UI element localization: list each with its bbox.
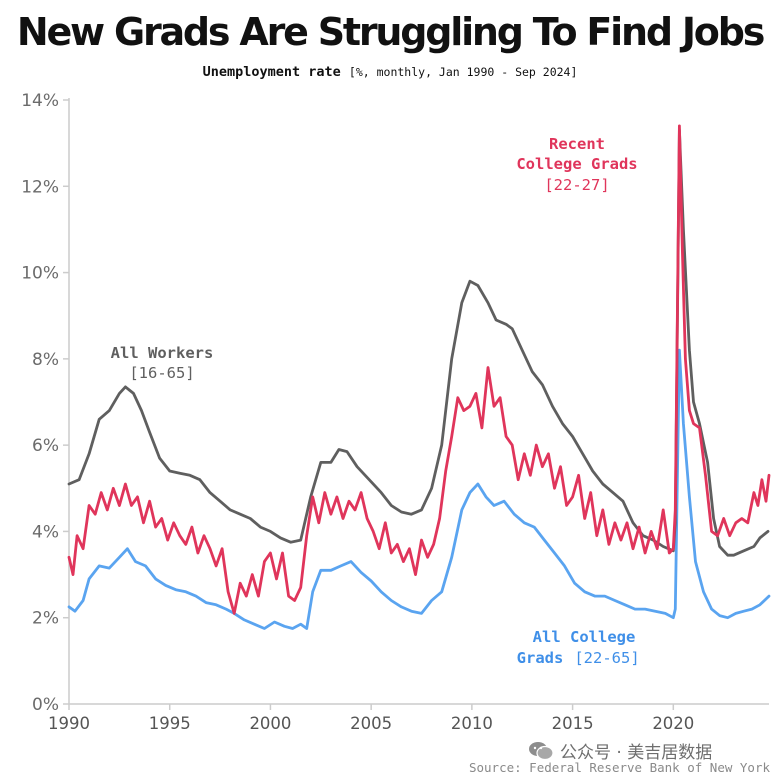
y-tick-label: 8% — [32, 350, 59, 370]
watermark-text: 公众号 · 美吉居数据 — [560, 743, 713, 763]
recent-grads-line — [67, 124, 771, 615]
recent-grads-label-line2: College Grads — [516, 155, 637, 173]
x-tick-label: 2000 — [249, 714, 291, 733]
x-tick-label: 2020 — [652, 714, 694, 733]
watermark: 公众号 · 美吉居数据 — [528, 738, 712, 763]
recent-grads-label-line1: Recent — [549, 135, 605, 153]
chart-title: New Grads Are Struggling To Find Jobs — [16, 10, 765, 54]
x-tick-label: 2015 — [552, 714, 594, 733]
all-workers-label-line1: All Workers — [111, 344, 214, 362]
college-grads-label-line2: Grads — [517, 649, 564, 667]
x-tick-label: 1995 — [149, 714, 191, 733]
x-tick-label: 1990 — [48, 714, 90, 733]
y-tick-label: 6% — [32, 436, 59, 456]
y-tick-label: 2% — [32, 609, 59, 629]
recent-grads-label-line3: [22-27] — [544, 176, 609, 194]
all-workers-line — [67, 128, 770, 557]
source-note: Source: Federal Reserve Bank of New York — [468, 760, 770, 775]
subtitle-main: Unemployment rate — [202, 64, 341, 80]
all-college-grads-line — [67, 348, 771, 630]
y-tick-label: 14% — [21, 91, 59, 111]
series-annotations: All Workers [16-65] Recent College Grads… — [111, 135, 640, 667]
subtitle-detail: [%, monthly, Jan 1990 - Sep 2024] — [348, 65, 578, 79]
axes: 0% 2% 4% 6% 8% 10% 12% 14% 1990 1995 2000 2005 2010 2… — [21, 91, 769, 733]
wechat-icon — [529, 741, 554, 760]
college-grads-label-line2b: [22-65] — [574, 649, 639, 667]
x-tick-label: 2005 — [350, 714, 392, 733]
series-layer — [67, 124, 771, 630]
all-workers-label-line2: [16-65] — [129, 364, 194, 382]
y-tick-label: 4% — [32, 522, 59, 542]
y-tick-label: 0% — [32, 695, 59, 715]
college-grads-label-line1: All College — [533, 628, 636, 646]
y-tick-label: 12% — [21, 177, 59, 197]
x-tick-label: 2010 — [451, 714, 493, 733]
y-tick-label: 10% — [21, 264, 59, 284]
chart-subtitle: Unemployment rate [%, monthly, Jan 1990 … — [0, 64, 780, 80]
